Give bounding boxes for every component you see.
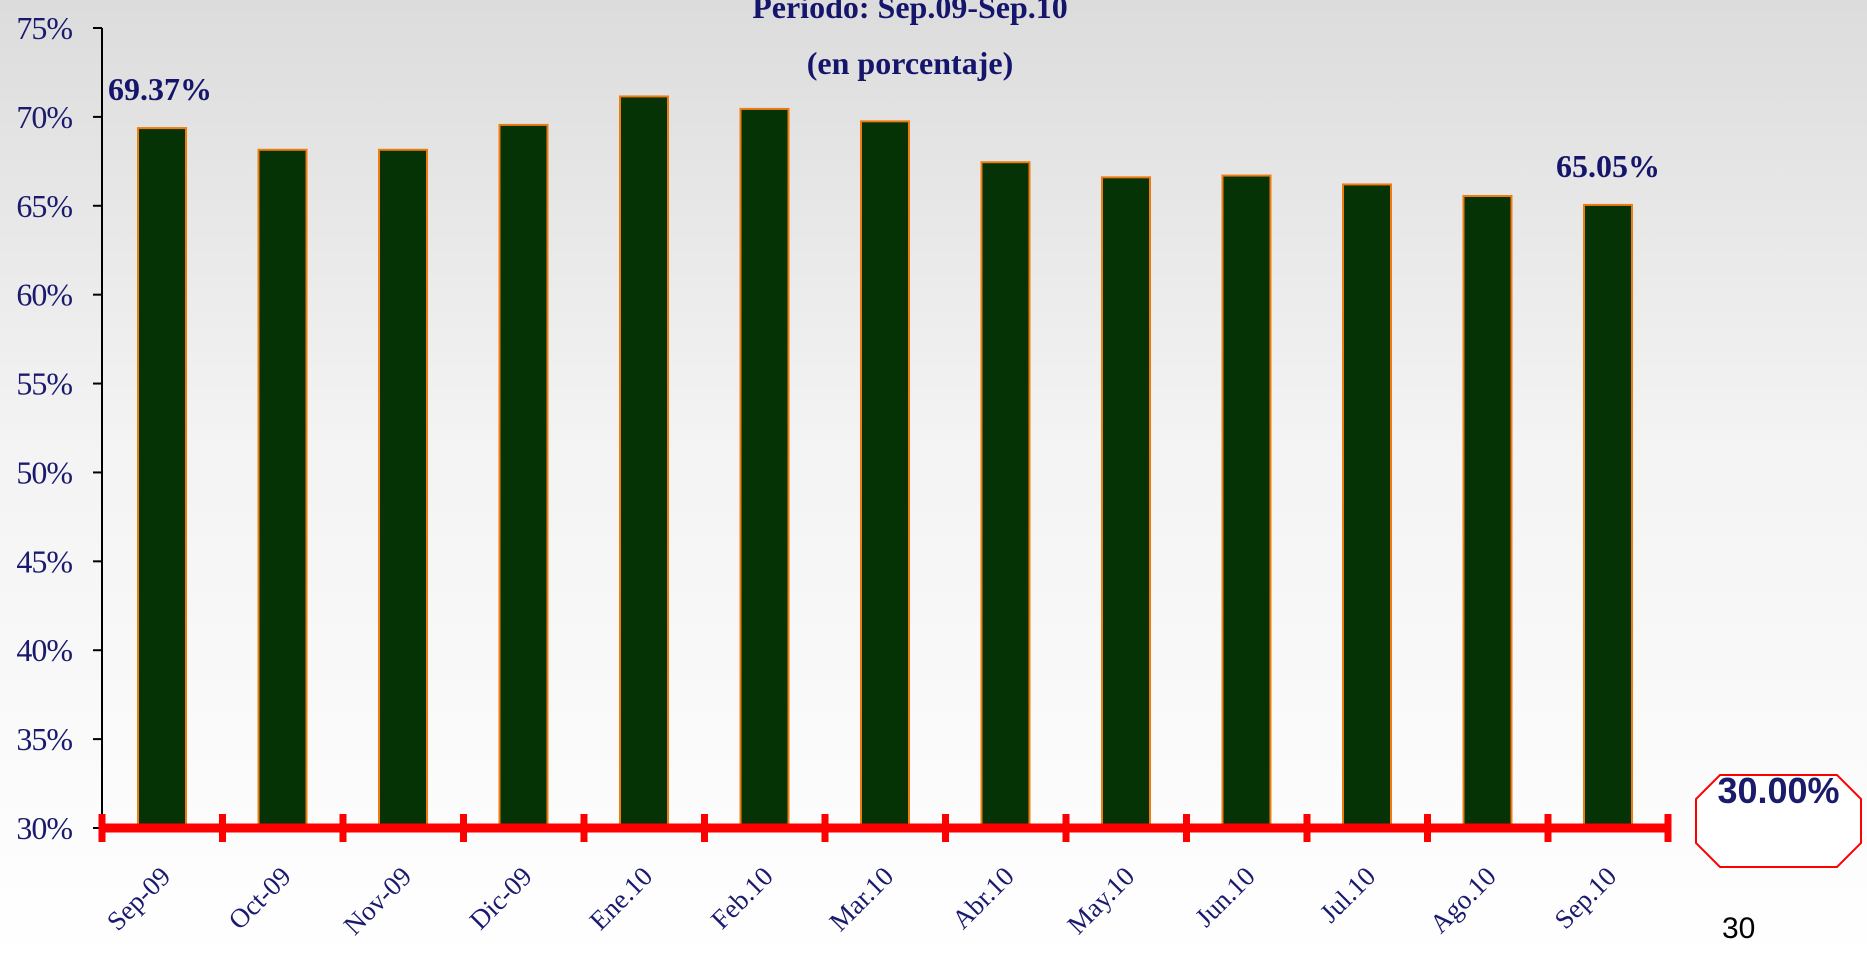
bar — [860, 120, 910, 830]
y-tick-label: 40% — [16, 632, 72, 668]
x-tick-label: Dic-09 — [464, 861, 538, 935]
y-tick-label: 70% — [16, 99, 72, 135]
y-tick-label: 75% — [16, 10, 72, 46]
x-tick-label: Mar.10 — [823, 861, 899, 937]
y-tick-label: 55% — [16, 366, 72, 402]
bar — [498, 123, 549, 829]
x-tick-label: Feb.10 — [705, 861, 779, 935]
bar — [1221, 174, 1272, 830]
bar — [257, 148, 308, 829]
x-tick-label: Sep-09 — [101, 861, 176, 936]
chart-subtitle: (en porcentaje) — [807, 45, 1013, 81]
bar — [1101, 176, 1151, 830]
bar — [739, 107, 790, 829]
x-tick-label: Ago.10 — [1424, 861, 1502, 939]
y-tick-label: 30% — [16, 810, 72, 846]
x-tick-label: Sep.10 — [1549, 861, 1623, 935]
x-tick-label: May.10 — [1061, 861, 1140, 940]
bar — [378, 148, 428, 829]
y-tick-label: 60% — [16, 277, 72, 313]
y-tick-label: 45% — [16, 543, 72, 579]
data-label: 69.37% — [108, 71, 212, 107]
chart-title: Periodo: Sep.09-Sep.10 — [752, 0, 1068, 25]
bar — [1342, 183, 1392, 829]
threshold-badge-label: 30.00% — [1717, 770, 1840, 811]
page-number: 30 — [1722, 912, 1756, 945]
bar — [1583, 203, 1633, 829]
bar — [1462, 195, 1513, 829]
data-label: 65.05% — [1556, 148, 1660, 184]
x-tick-label: Jun.10 — [1189, 861, 1261, 933]
threshold-badge — [1695, 774, 1862, 868]
x-tick-label: Abr.10 — [946, 861, 1020, 935]
x-tick-label: Oct-09 — [223, 861, 297, 935]
bar — [619, 95, 669, 829]
bar — [137, 127, 187, 830]
x-tick-label: Nov-09 — [338, 861, 418, 941]
y-tick-label: 50% — [16, 454, 72, 490]
y-tick-label: 35% — [16, 721, 72, 757]
bar — [980, 161, 1031, 829]
x-tick-label: Jul.10 — [1314, 861, 1381, 928]
y-tick-label: 65% — [16, 188, 72, 224]
x-tick-label: Ene.10 — [583, 861, 658, 936]
